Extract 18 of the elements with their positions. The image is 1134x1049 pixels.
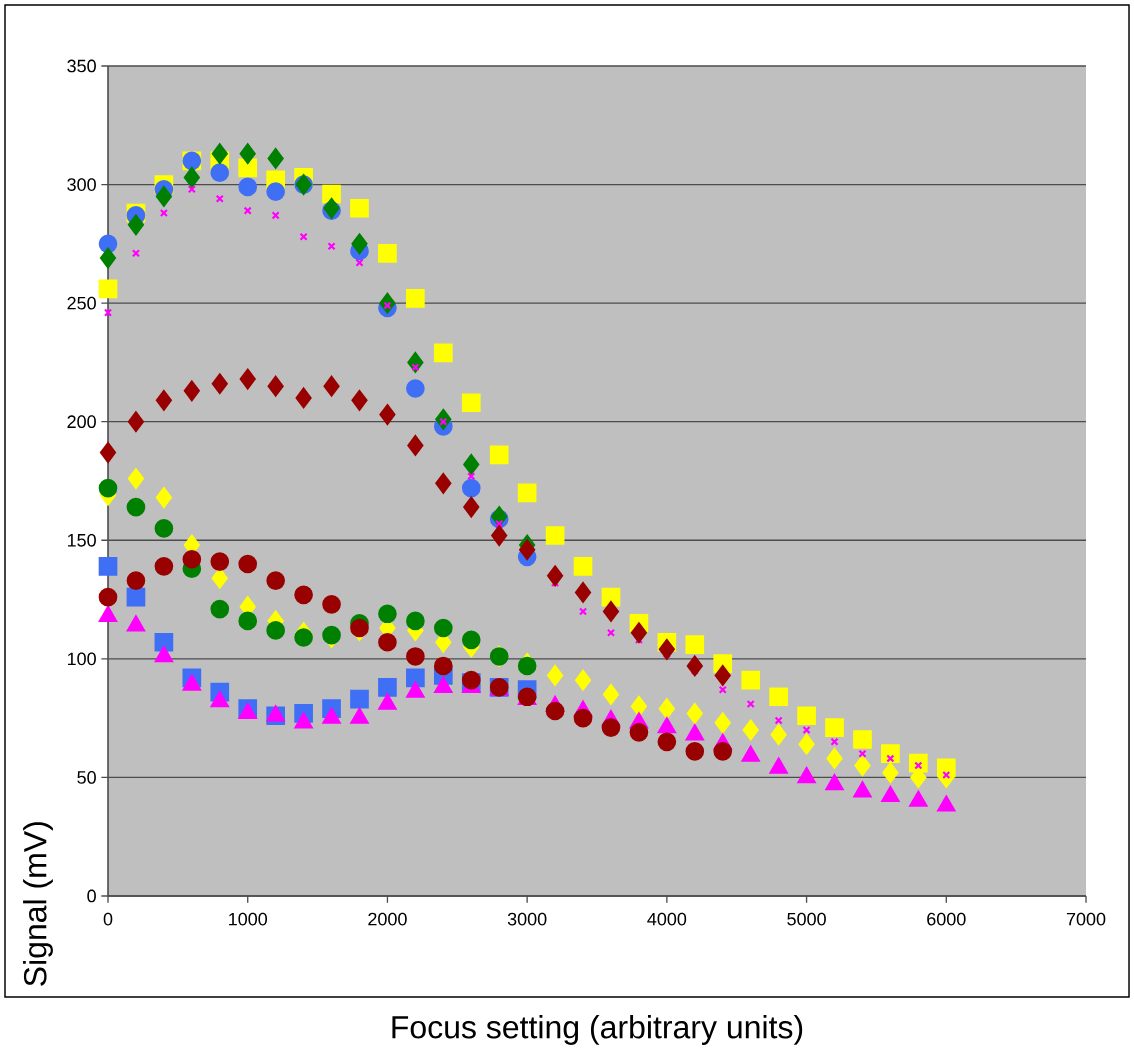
x-tick-label: 5000 <box>787 912 826 926</box>
y-tick-label: 300 <box>67 178 96 191</box>
y-axis-title: Signal (mV) <box>23 822 53 986</box>
y-tick-label: 100 <box>67 652 96 666</box>
y-tick-label: 50 <box>77 770 96 784</box>
y-tick-label: 0 <box>87 889 96 903</box>
x-tick-label: 3000 <box>507 912 547 926</box>
y-tick-label: 150 <box>67 533 96 547</box>
x-tick-label: 7000 <box>1066 912 1106 926</box>
y-tick-label: 200 <box>67 415 96 428</box>
x-tick-label: 2000 <box>368 912 407 926</box>
x-tick-label: 4000 <box>647 912 687 926</box>
x-axis-title: Focus setting (arbitrary units) <box>392 1014 803 1045</box>
y-tick-label: 250 <box>67 296 96 310</box>
x-tick-label: 0 <box>103 912 113 926</box>
x-tick-label: 6000 <box>927 912 966 926</box>
x-tick-label: 1000 <box>229 912 268 926</box>
y-tick-label: 350 <box>67 59 96 73</box>
